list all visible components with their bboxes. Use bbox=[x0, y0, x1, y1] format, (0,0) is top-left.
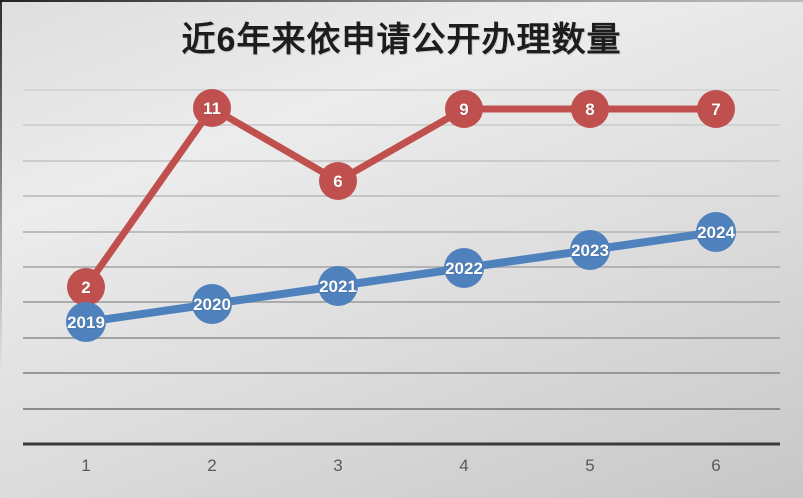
series-line-blue-series bbox=[82, 228, 720, 326]
data-point-label-blue-series: 2023 bbox=[571, 241, 609, 260]
x-axis-tick-label: 2 bbox=[207, 456, 216, 475]
data-point-label-blue-series: 2022 bbox=[445, 259, 483, 278]
data-point-marker-red-series bbox=[571, 90, 609, 128]
data-point-marker-blue-series bbox=[444, 248, 484, 288]
series-line-red-series bbox=[82, 104, 720, 291]
chart-title: 近6年来依申请公开办理数量 bbox=[181, 21, 622, 59]
data-point-marker-red-series bbox=[319, 162, 357, 200]
data-point-marker-red-series bbox=[67, 268, 105, 306]
data-point-label-blue-series: 2020 bbox=[193, 295, 231, 314]
data-point-label-red-series: 9 bbox=[459, 100, 468, 119]
data-point-label-blue-series: 2019 bbox=[67, 313, 105, 332]
data-point-label-blue-series: 2024 bbox=[697, 223, 735, 242]
data-point-marker-blue-series bbox=[318, 266, 358, 306]
x-axis-tick-label: 3 bbox=[333, 456, 342, 475]
data-point-marker-red-series bbox=[697, 90, 735, 128]
data-point-marker-blue-series bbox=[66, 302, 106, 342]
data-point-marker-blue-series bbox=[192, 284, 232, 324]
data-point-marker-red-series bbox=[193, 89, 231, 127]
data-point-label-red-series: 6 bbox=[333, 172, 342, 191]
data-point-label-red-series: 2 bbox=[81, 278, 90, 297]
x-axis-tick-label: 4 bbox=[459, 456, 468, 475]
data-point-marker-blue-series bbox=[696, 212, 736, 252]
data-point-marker-blue-series bbox=[570, 230, 610, 270]
x-axis-tick-label: 5 bbox=[585, 456, 594, 475]
x-axis-tick-label: 6 bbox=[711, 456, 720, 475]
x-axis-tick-label: 1 bbox=[81, 456, 90, 475]
data-point-label-red-series: 8 bbox=[585, 100, 594, 119]
data-point-label-blue-series: 2021 bbox=[319, 277, 357, 296]
data-point-marker-red-series bbox=[445, 90, 483, 128]
data-point-label-red-series: 11 bbox=[203, 99, 221, 118]
data-point-label-red-series: 7 bbox=[711, 100, 720, 119]
